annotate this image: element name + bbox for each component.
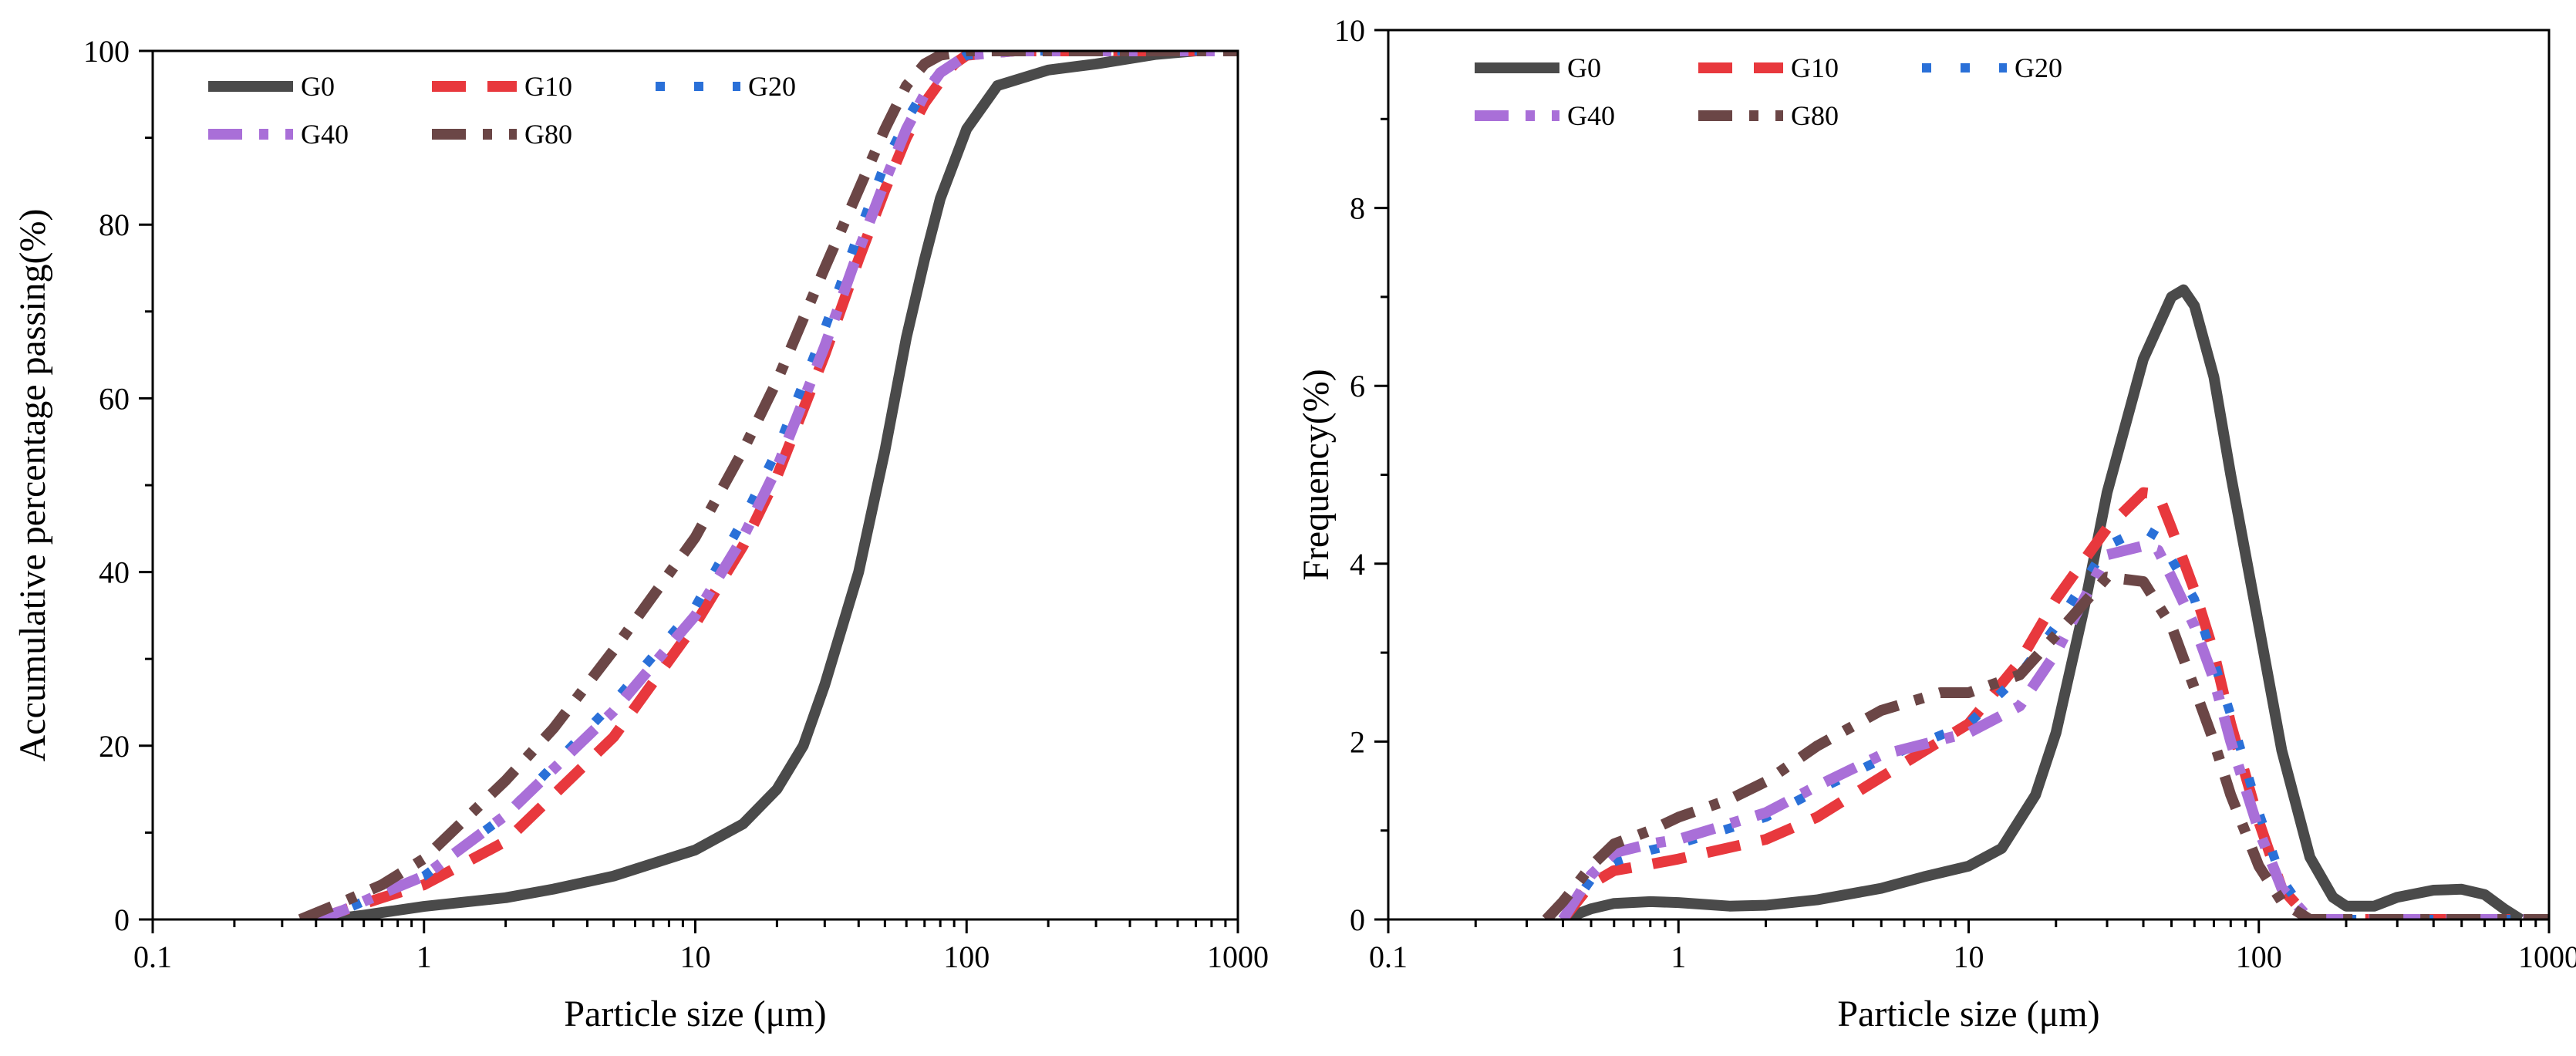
x-tick-label: 100 bbox=[2236, 940, 2282, 974]
x-tick-label: 1000 bbox=[1207, 940, 1269, 974]
series-line-g80 bbox=[298, 51, 1238, 919]
series-line-g40 bbox=[314, 51, 1238, 919]
legend-label-g0: G0 bbox=[1567, 52, 1601, 83]
x-tick-label: 10 bbox=[1954, 940, 1984, 974]
plot-frame bbox=[151, 49, 1239, 921]
x-tick-label: 1 bbox=[1671, 940, 1686, 974]
series-group bbox=[1542, 284, 2549, 919]
y-tick-label: 80 bbox=[99, 207, 130, 242]
x-tick-label: 100 bbox=[943, 940, 990, 974]
y-tick-label: 40 bbox=[99, 555, 130, 590]
series-line-g80 bbox=[1542, 572, 2549, 919]
plot-frame bbox=[1387, 29, 2551, 921]
x-tick-label: 10 bbox=[680, 940, 711, 974]
y-tick-label: 0 bbox=[1350, 902, 1365, 937]
legend-label-g80: G80 bbox=[1791, 100, 1839, 131]
y-axis-title: Frequency(%) bbox=[1296, 369, 1337, 581]
y-tick-label: 10 bbox=[1334, 13, 1365, 48]
y-tick-label: 2 bbox=[1350, 724, 1365, 759]
legend-label-g20: G20 bbox=[748, 71, 796, 102]
y-tick-label: 20 bbox=[99, 729, 130, 764]
legend-label-g0: G0 bbox=[301, 71, 335, 102]
y-axis-title: Accumulative percentage passing(%) bbox=[12, 208, 53, 761]
legend-label-g20: G20 bbox=[2015, 52, 2062, 83]
legend: G0 G10 G20 G40 G80 bbox=[208, 71, 796, 150]
y-tick-label: 0 bbox=[114, 902, 130, 937]
legend-label-g80: G80 bbox=[524, 119, 572, 150]
frequency-chart: 0.1 1 10 100 1000 0 2 4 6 8 10 Particle size (μm) Fr… bbox=[1296, 13, 2576, 1034]
x-tick-label: 0.1 bbox=[133, 940, 172, 974]
legend-label-g40: G40 bbox=[301, 119, 349, 150]
legend: G0 G10 G20 G40 G80 bbox=[1475, 52, 2062, 131]
cumulative-passing-chart: 0.1 1 10 100 1000 0 20 40 60 80 100 Particle size (… bbox=[12, 34, 1269, 1034]
series-line-g10 bbox=[1559, 487, 2549, 919]
x-tick-label: 1000 bbox=[2518, 940, 2576, 974]
legend-label-g40: G40 bbox=[1567, 100, 1615, 131]
y-tick-label: 8 bbox=[1350, 191, 1365, 226]
series-line-g0 bbox=[329, 51, 1197, 919]
x-axis-title: Particle size (μm) bbox=[1837, 994, 2099, 1034]
x-tick-label: 1 bbox=[416, 940, 432, 974]
series-line-g0 bbox=[1561, 284, 2524, 919]
x-axis-title: Particle size (μm) bbox=[564, 994, 826, 1034]
legend-label-g10: G10 bbox=[1791, 52, 1839, 83]
y-tick-label: 100 bbox=[83, 34, 130, 69]
y-tick-label: 60 bbox=[99, 381, 130, 416]
legend-label-g10: G10 bbox=[524, 71, 572, 102]
y-tick-label: 6 bbox=[1350, 369, 1365, 403]
y-tick-label: 4 bbox=[1350, 547, 1365, 582]
x-tick-label: 0.1 bbox=[1369, 940, 1408, 974]
series-group bbox=[298, 51, 1238, 919]
